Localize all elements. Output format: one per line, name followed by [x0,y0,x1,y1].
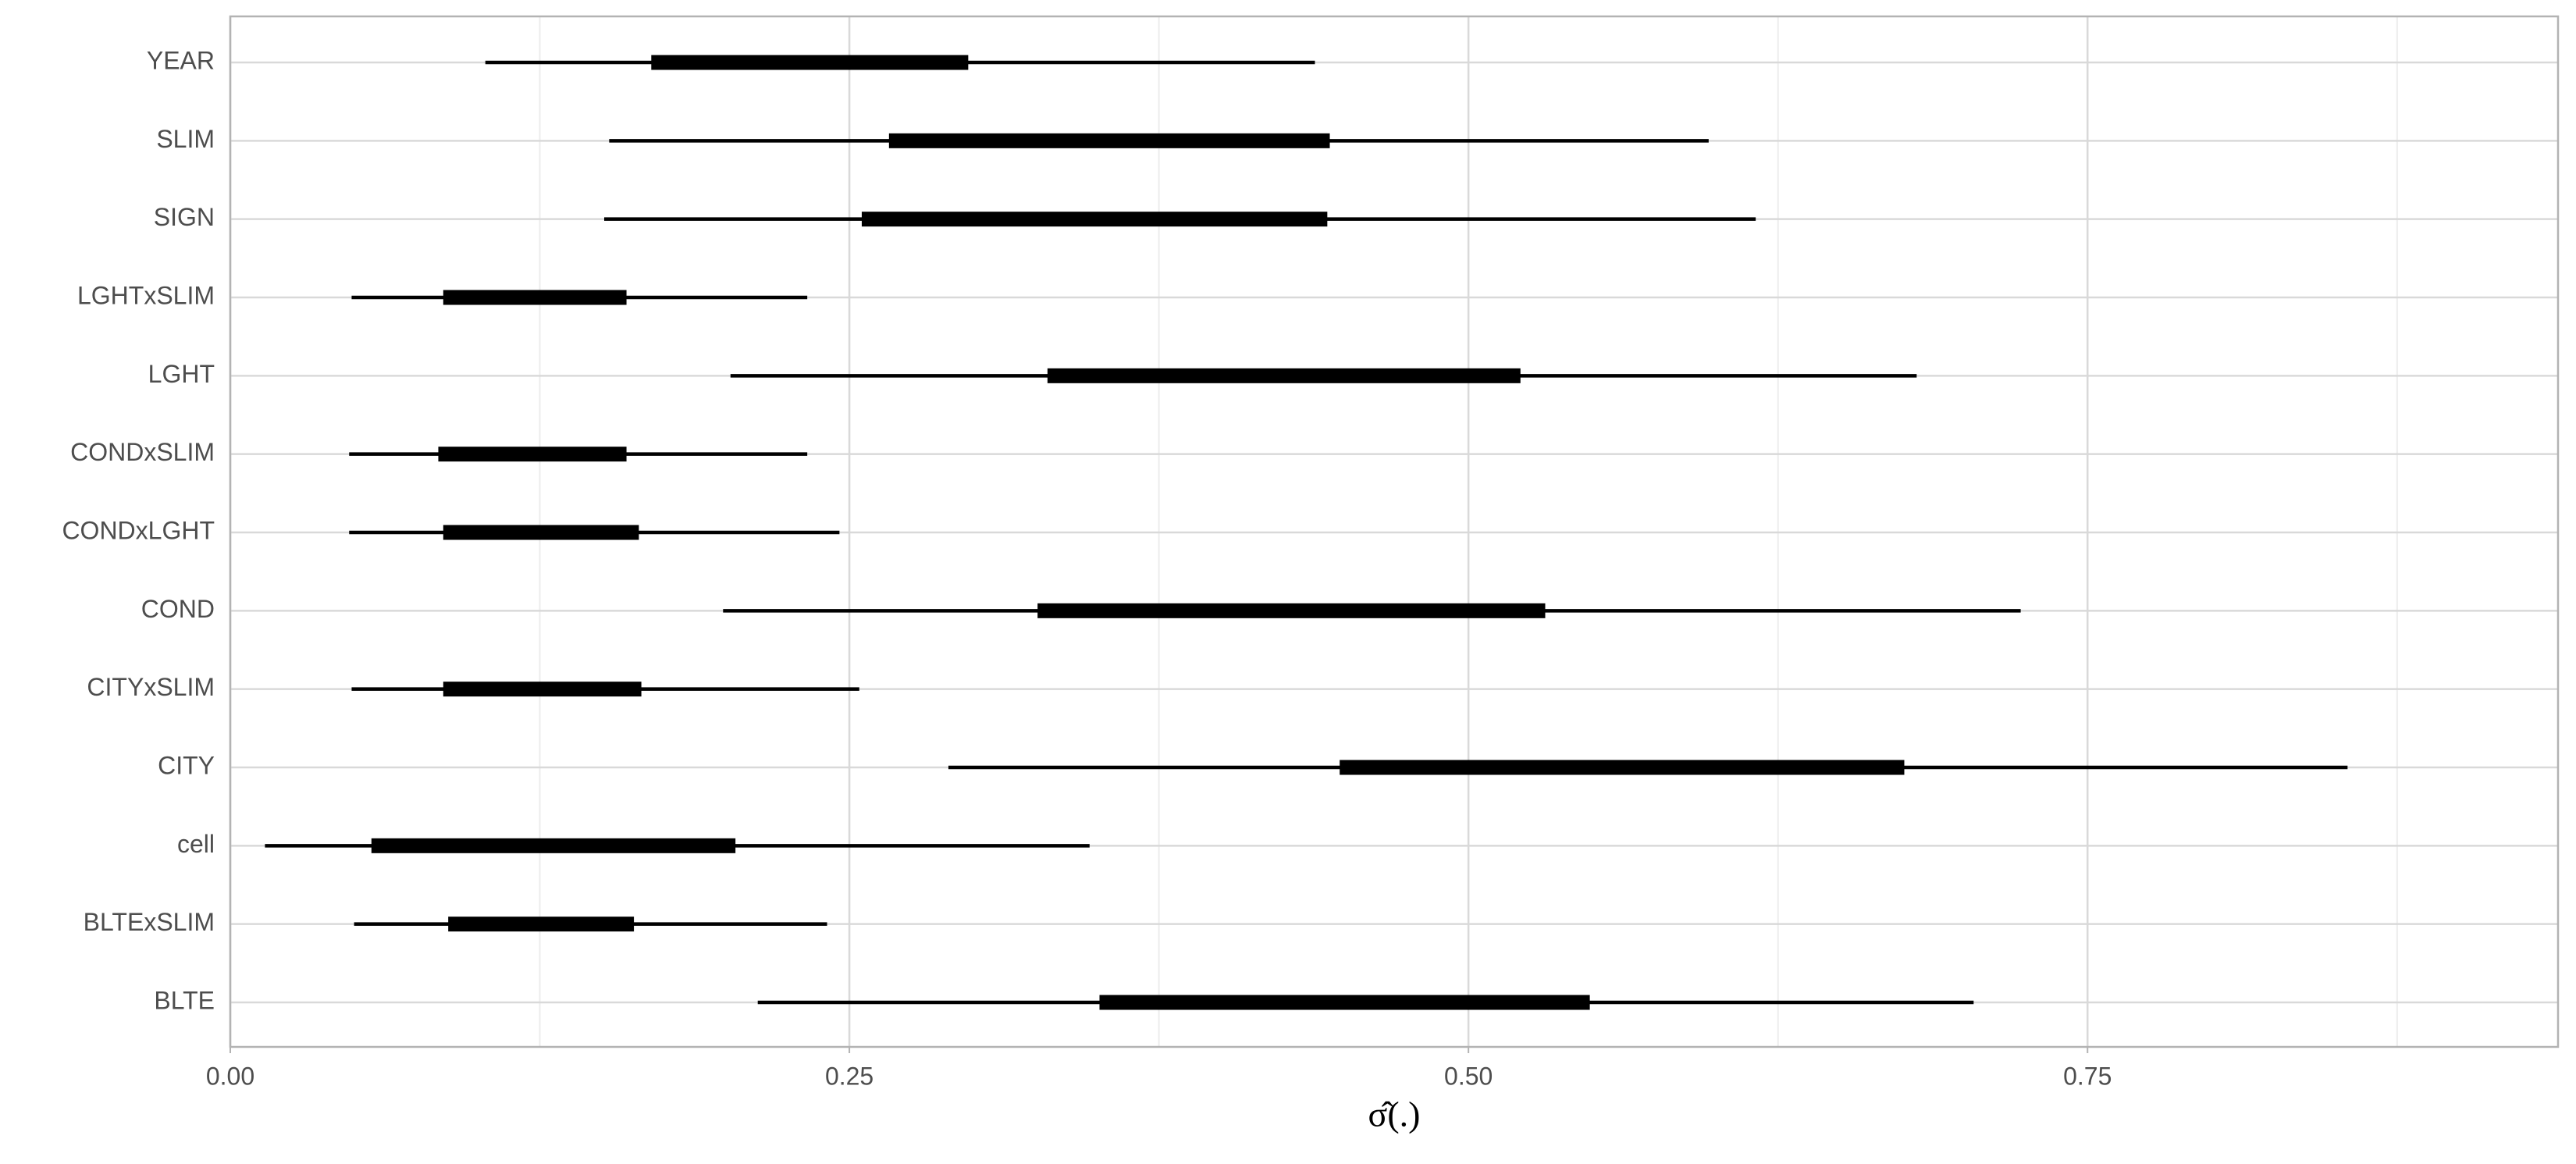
x-tick-label: 0.00 [206,1062,254,1090]
y-tick-label: BLTE [154,986,215,1014]
y-tick-label: LGHTxSLIM [77,281,215,309]
y-tick-label: CONDxSLIM [70,438,215,466]
x-tick-label: 0.75 [2063,1062,2112,1090]
y-tick-label: YEAR [147,46,215,74]
inner-interval [1340,760,1905,775]
x-tick-label: 0.50 [1444,1062,1493,1090]
inner-interval [1037,603,1546,618]
y-tick-label: CITYxSLIM [87,673,215,701]
inner-interval [438,447,627,462]
y-tick-label: SIGN [154,203,215,231]
inner-interval [651,55,969,70]
y-tick-label: CONDxLGHT [62,516,215,544]
inner-interval [1047,368,1521,383]
inner-interval [448,917,635,932]
inner-interval [861,212,1328,227]
y-tick-label: BLTExSLIM [84,908,215,936]
y-tick-label: CITY [158,751,215,779]
inner-interval [1099,995,1590,1010]
inner-interval [443,525,639,540]
panel-border [229,15,2560,1048]
y-tick-label: SLIM [156,125,215,153]
inner-interval [443,682,642,697]
y-tick-label: cell [177,830,215,858]
inner-interval [371,838,736,853]
inner-interval [888,133,1330,148]
x-tick-label: 0.25 [825,1062,873,1090]
y-tick-label: LGHT [148,360,215,388]
x-axis-title: σ̂(.) [1368,1095,1421,1134]
y-tick-label: COND [141,595,215,623]
inner-interval [443,290,627,305]
